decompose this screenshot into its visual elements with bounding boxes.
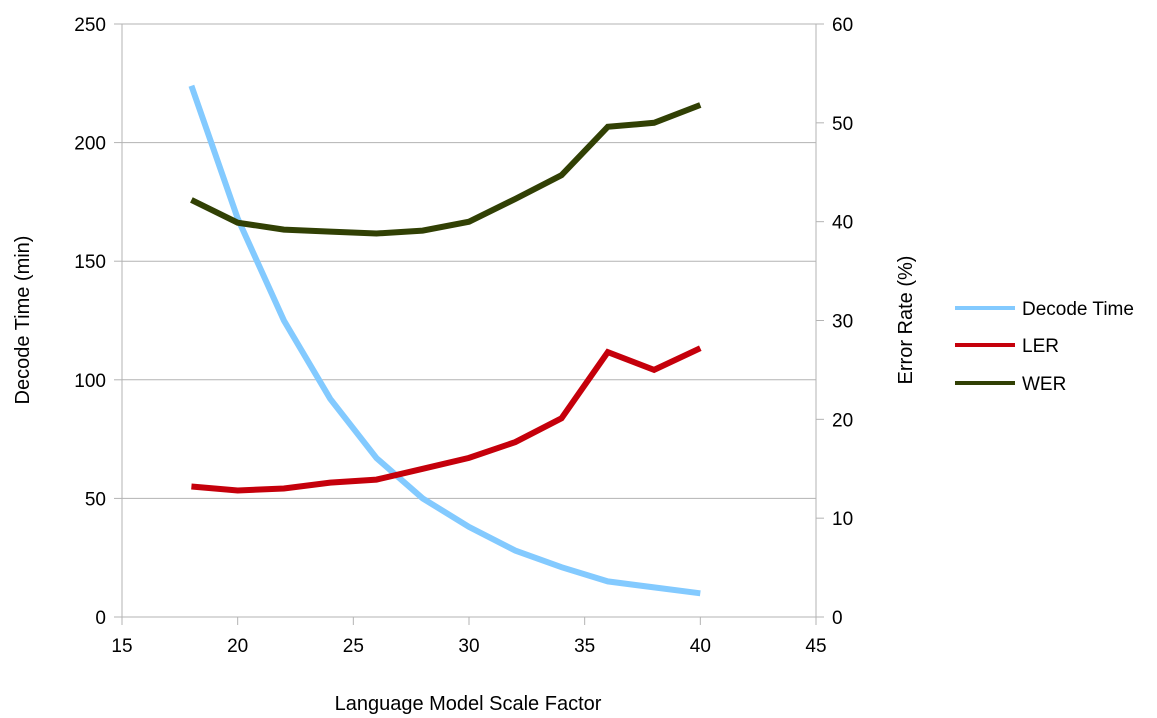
x-tick-label: 15	[111, 636, 132, 657]
x-tick-label: 30	[458, 636, 479, 657]
legend-item-decode-time[interactable]: Decode Time	[955, 299, 1134, 320]
axes	[114, 23, 824, 625]
gridlines	[122, 23, 816, 499]
x-tick-label: 35	[574, 636, 595, 657]
right-tick-label: 60	[832, 15, 853, 36]
legend-label-decode-time: Decode Time	[1022, 299, 1134, 320]
legend: Decode Time LER WER	[955, 299, 1134, 395]
x-tick-label: 45	[805, 636, 826, 657]
right-tick-label: 50	[832, 114, 853, 135]
x-tick-label: 40	[690, 636, 711, 657]
left-axis-title: Decode Time (min)	[12, 236, 34, 405]
series-line-wer	[190, 102, 702, 237]
legend-item-ler[interactable]: LER	[955, 336, 1059, 357]
left-tick-label: 50	[85, 489, 106, 510]
legend-label-ler: LER	[1022, 336, 1059, 357]
legend-item-wer[interactable]: WER	[955, 374, 1066, 395]
left-tick-label: 200	[74, 134, 106, 155]
x-axis-title: Language Model Scale Factor	[335, 693, 602, 715]
legend-label-wer: WER	[1022, 374, 1066, 395]
right-tick-label: 40	[832, 213, 853, 234]
right-tick-label: 30	[832, 312, 853, 333]
left-tick-label: 250	[74, 15, 106, 36]
x-tick-label: 20	[227, 636, 248, 657]
series-line-ler	[191, 345, 702, 494]
left-tick-label: 0	[95, 608, 106, 629]
x-tick-label: 25	[343, 636, 364, 657]
series-line-decode-time	[188, 84, 701, 597]
left-tick-label: 100	[74, 371, 106, 392]
left-tick-label: 150	[74, 252, 106, 273]
right-axis-title: Error Rate (%)	[895, 256, 917, 385]
right-tick-label: 20	[832, 410, 853, 431]
series-lines	[188, 84, 702, 597]
right-tick-label: 0	[832, 608, 843, 629]
tick-labels: 0 50 100 150 200 250 0 10 20 30 40 50 60 15 20 25 30 35 40…	[74, 15, 853, 657]
right-tick-label: 10	[832, 509, 853, 530]
